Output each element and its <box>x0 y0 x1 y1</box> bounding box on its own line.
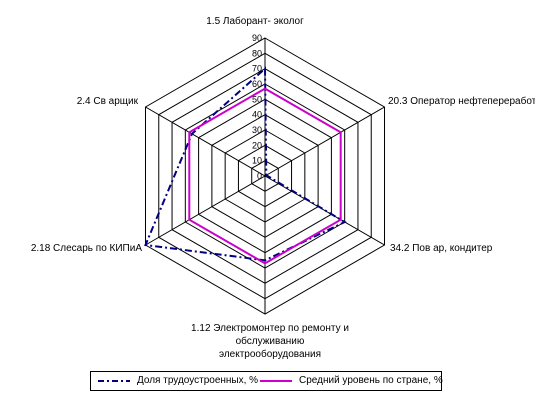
tick-label-90: 90 <box>252 33 262 43</box>
axis-label-elektromonter-line2: обслуживанию <box>236 335 305 347</box>
tick-label-20: 20 <box>252 140 262 150</box>
axis-label-povar-konditer: 34.2 Пов ар, кондитер <box>390 243 493 254</box>
series-1-point-1 <box>339 131 342 134</box>
axis-label-operator-neftepererabotki: 20.3 Оператор нефтепереработ <box>388 95 535 107</box>
legend-label-national-average: Средний уровень по стране, % <box>299 375 443 386</box>
chart-legend: Доля трудоустроенных, % Средний уровень … <box>90 371 443 391</box>
series-0-point-0 <box>264 67 266 70</box>
radial-tick-labels: 0 10 20 30 40 50 60 70 80 90 <box>252 33 262 181</box>
series-0-point-1 <box>265 174 268 177</box>
tick-label-70: 70 <box>252 64 262 74</box>
radar-grid <box>144 37 386 315</box>
series-0-point-2 <box>343 221 346 223</box>
axis-label-elektromonter-line1: 1.12 Электромонтер по ремонту и <box>191 323 349 334</box>
axis-spoke-2 <box>264 175 385 246</box>
series-1-point-2 <box>339 218 342 221</box>
series-1-point-5 <box>188 131 191 134</box>
tick-label-50: 50 <box>252 94 262 104</box>
series-1-point-3 <box>264 262 266 265</box>
legend-label-employed-share: Доля трудоустроенных, % <box>137 375 259 386</box>
legend-swatch-national-average <box>260 380 292 382</box>
series-0-point-4 <box>144 244 147 246</box>
axis-spoke-1 <box>264 106 385 177</box>
series-1-point-0 <box>264 87 266 90</box>
tick-label-0: 0 <box>257 171 262 181</box>
series-0-point-5 <box>191 133 193 135</box>
axis-spoke-5 <box>145 106 266 177</box>
tick-label-80: 80 <box>252 48 262 58</box>
tick-label-30: 30 <box>252 125 262 135</box>
axis-label-elektromonter-line3: электрооборудования <box>219 348 321 360</box>
series-1-point-4 <box>188 218 191 221</box>
series-0-point-3 <box>264 259 266 262</box>
axis-spoke-4 <box>145 175 266 246</box>
tick-label-10: 10 <box>252 156 262 166</box>
tick-label-40: 40 <box>252 110 262 120</box>
tick-label-60: 60 <box>252 79 262 89</box>
axis-label-svarshchik: 2.4 Св арщик <box>77 96 139 107</box>
legend-swatch-employed-share <box>98 380 130 382</box>
axis-label-slesar-kipia: 2.18 Слесарь по КИПиА <box>31 243 143 254</box>
axis-label-laborant-ecolog: 1.5 Лаборант- эколог <box>206 15 304 27</box>
radar-series <box>144 66 347 265</box>
